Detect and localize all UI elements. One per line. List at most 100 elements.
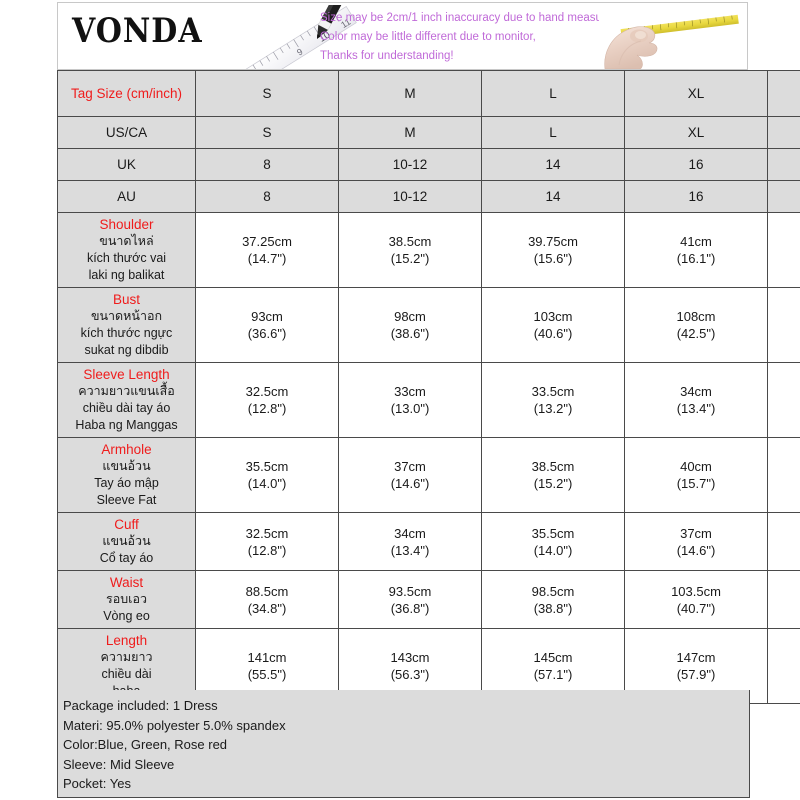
row-label-name: Bust: [112, 292, 140, 307]
cell-us-ca-m: M: [338, 116, 482, 149]
cell-cuff-s: 32.5cm (12.8"): [195, 512, 339, 571]
row-label-name: Armhole: [101, 442, 152, 457]
value-cm: 33.5cm: [531, 384, 575, 399]
hand-tape-measure-icon: [599, 3, 747, 69]
value-inch: (13.2"): [533, 401, 573, 416]
value-cm: 38.5cm: [388, 234, 432, 249]
value-inch: (42.7"): [769, 600, 800, 617]
row-label-alt: แขนอ้วน: [102, 459, 151, 473]
value-cm: 37.25cm: [242, 234, 292, 249]
row-label-alt: ขนาดไหล่: [99, 234, 154, 248]
cell-us-ca-2xl: 2XL: [767, 116, 800, 149]
cell-length-2xl: 149cm(58.7"): [767, 628, 800, 704]
value-cm: 113cm: [769, 308, 800, 325]
cell-us-ca-xl: XL: [624, 116, 768, 149]
table-row-tag-size: Tag Size (cm/inch) S M L XL 2XL 3XL 4XL …: [57, 70, 800, 117]
row-label-bust: Bust ขนาดหน้าอก kích thước ngực sukat ng di…: [57, 287, 196, 363]
cell-cuff-l: 35.5cm (14.0"): [481, 512, 625, 571]
cell-uk-2xl: 18: [767, 148, 800, 181]
cell-cuff-m: 34cm (13.4"): [338, 512, 482, 571]
value-inch: (57.1"): [533, 667, 573, 682]
row-label-alt: ขนาดหน้าอก: [90, 309, 163, 323]
cell-armhole-2xl: 41.5cm(16.3"): [767, 437, 800, 513]
row-label-alt: chiều dài: [101, 667, 152, 681]
cell-shoulder-l: 39.75cm (15.6"): [481, 212, 625, 288]
value-inch: (57.9"): [676, 667, 716, 682]
cell-au-s: 8: [195, 180, 339, 213]
cell-shoulder-2xl: 42.25cm(16.6"): [767, 212, 800, 288]
value-cm: 103cm: [533, 309, 573, 324]
row-label-waist: Waist รอบเอว Vòng eo: [57, 570, 196, 629]
row-label-armhole: Armhole แขนอ้วน Tay áo mập Sleeve Fat: [57, 437, 196, 513]
row-label-name: Length: [105, 633, 148, 648]
cell-sleeve-length-l: 33.5cm (13.2"): [481, 362, 625, 438]
footer-line-color: Color:Blue, Green, Rose red: [63, 737, 228, 752]
table-row-uk: UK 8 10-12 14 16 18 20 22 24: [57, 148, 800, 181]
cell-waist-s: 88.5cm (34.8"): [195, 570, 339, 629]
row-label-alt: kích thước ngực: [80, 326, 173, 340]
notice-line-2: Color may be little different due to mon…: [320, 31, 536, 43]
value-inch: (36.6"): [247, 326, 287, 341]
table-row-sleeve-length: Sleeve Length ความยาวแขนเสื้อ chiều dài ta…: [57, 362, 800, 438]
svg-text:11: 11: [339, 17, 352, 30]
value-inch: (56.3"): [390, 667, 430, 682]
table-row-au: AU 8 10-12 14 16 18 20 22 24: [57, 180, 800, 213]
cell-sleeve-length-xl: 34cm (13.4"): [624, 362, 768, 438]
value-inch: (55.5"): [247, 667, 287, 682]
value-inch: (12.8"): [247, 401, 287, 416]
cell-bust-2xl: 113cm(44.5"): [767, 287, 800, 363]
row-label-alt: kích thước vai: [86, 251, 167, 265]
row-label-cuff: Cuff แขนอ้วน Cổ tay áo: [57, 512, 196, 571]
value-cm: 93cm: [251, 309, 283, 324]
cell-waist-xl: 103.5cm (40.7"): [624, 570, 768, 629]
cell-sleeve-length-m: 33cm (13.0"): [338, 362, 482, 438]
value-inch: (14.0"): [533, 542, 573, 558]
value-cm: 38.5cm: [531, 459, 575, 474]
value-cm: 98cm: [394, 309, 426, 324]
value-cm: 145cm: [533, 650, 573, 665]
value-cm: 108.5cm: [769, 583, 800, 600]
footer-line-sleeve: Sleeve: Mid Sleeve: [63, 756, 175, 772]
cell-armhole-s: 35.5cm (14.0"): [195, 437, 339, 513]
row-label-sleeve-length: Sleeve Length ความยาวแขนเสื้อ chiều dài ta…: [57, 362, 196, 438]
value-inch: (14.6"): [390, 476, 430, 491]
row-label-alt: Haba ng Manggas: [75, 418, 178, 432]
value-cm: 34cm: [394, 525, 426, 541]
value-cm: 103.5cm: [671, 583, 721, 599]
row-label-uk: UK: [57, 148, 196, 181]
value-cm: 141cm: [247, 650, 287, 665]
value-inch: (38.8"): [533, 600, 573, 616]
value-cm: 143cm: [390, 650, 430, 665]
value-cm: 38.5cm: [769, 525, 800, 542]
row-label-name: Shoulder: [99, 217, 154, 232]
table-row-shoulder: Shoulder ขนาดไหล่ kích thước vai laki ng ba…: [57, 212, 800, 288]
value-inch: (36.8"): [390, 600, 430, 616]
cell-au-xl: 16: [624, 180, 768, 213]
value-cm: 32.5cm: [245, 384, 289, 399]
cell-au-2xl: 18: [767, 180, 800, 213]
row-label-name: Cuff: [114, 517, 139, 532]
value-inch: (40.7"): [676, 600, 716, 616]
cell-tag-size-s: S: [195, 70, 339, 117]
size-chart-table: Tag Size (cm/inch) S M L XL 2XL 3XL 4XL …: [57, 70, 800, 704]
row-label-alt: sukat ng dibdib: [84, 343, 169, 357]
value-cm: 88.5cm: [245, 583, 289, 599]
value-cm: 108cm: [676, 309, 716, 324]
table-row-us-ca: US/CA S M L XL 2XL 3XL 4XL 5XL: [57, 116, 800, 149]
value-inch: (13.0"): [390, 401, 430, 416]
product-details-footer: Package included: 1 Dress Materi: 95.0% …: [57, 690, 750, 798]
value-inch: (15.2"): [390, 251, 430, 266]
value-inch: (16.3"): [769, 475, 800, 492]
value-inch: (15.7"): [676, 476, 716, 491]
value-cm: 41.5cm: [769, 458, 800, 475]
value-inch: (34.8"): [247, 600, 287, 616]
cell-shoulder-m: 38.5cm (15.2"): [338, 212, 482, 288]
cell-uk-s: 8: [195, 148, 339, 181]
value-inch: (13.4"): [390, 542, 430, 558]
value-inch: (14.0"): [247, 476, 287, 491]
value-inch: (12.8"): [247, 542, 287, 558]
cell-bust-l: 103cm (40.6"): [481, 287, 625, 363]
value-cm: 40cm: [680, 459, 712, 474]
cell-armhole-xl: 40cm (15.7"): [624, 437, 768, 513]
value-inch: (16.6"): [769, 250, 800, 267]
